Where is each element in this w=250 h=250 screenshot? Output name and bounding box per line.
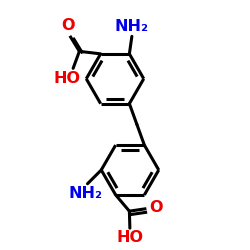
Text: O: O: [61, 18, 74, 33]
Text: O: O: [149, 200, 162, 215]
Text: NH₂: NH₂: [68, 186, 102, 201]
Text: NH₂: NH₂: [115, 19, 149, 34]
Text: HO: HO: [53, 71, 80, 86]
Text: HO: HO: [116, 230, 143, 245]
